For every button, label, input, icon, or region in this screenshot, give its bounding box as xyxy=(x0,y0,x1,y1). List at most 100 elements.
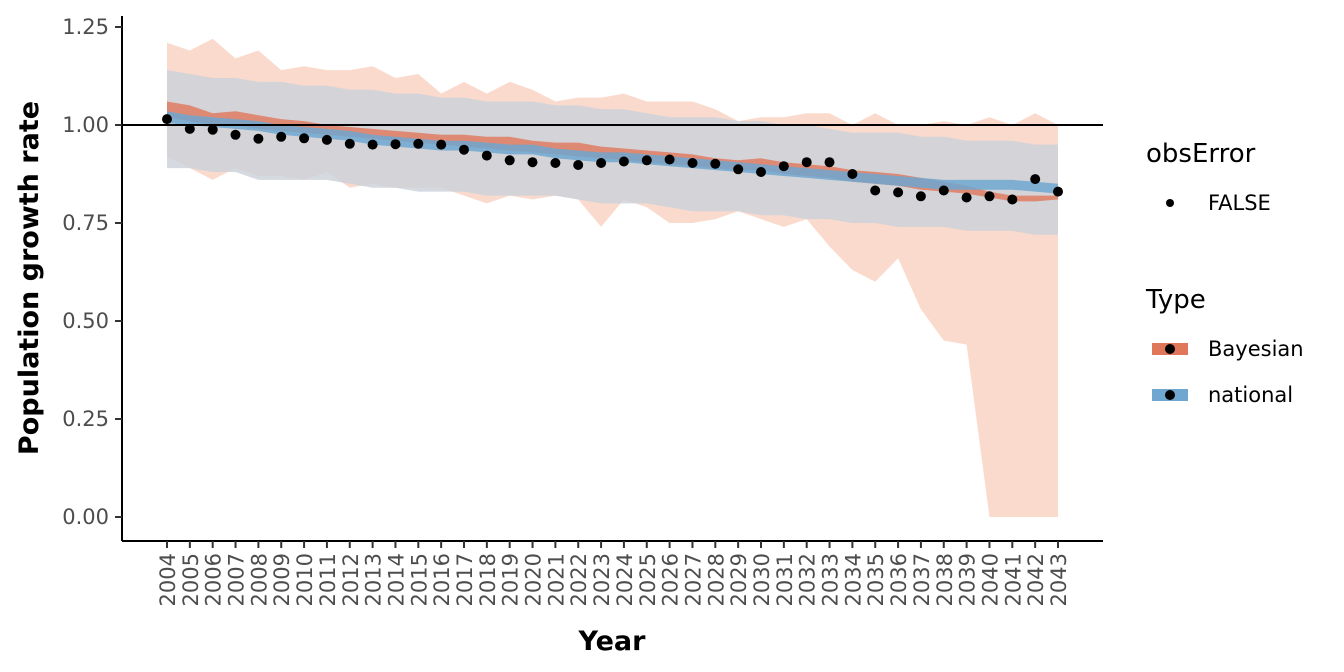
x-tick-label: 2021 xyxy=(544,553,568,606)
data-point xyxy=(321,134,332,145)
x-tick-label: 2040 xyxy=(979,553,1003,606)
data-point xyxy=(230,129,241,140)
data-point xyxy=(1007,194,1018,205)
data-point xyxy=(413,138,424,149)
x-tick-label: 2013 xyxy=(362,553,386,606)
data-point xyxy=(847,169,858,179)
data-point xyxy=(664,154,675,165)
x-tick-label: 2041 xyxy=(1001,553,1025,606)
data-point xyxy=(824,157,835,168)
x-tick-label: 2025 xyxy=(636,553,660,606)
x-tick-label: 2043 xyxy=(1047,553,1071,606)
x-tick-label: 2029 xyxy=(727,553,751,606)
data-point xyxy=(1030,174,1041,185)
data-point xyxy=(481,150,492,161)
data-point xyxy=(710,158,721,169)
x-tick-label: 2016 xyxy=(430,553,454,606)
data-point xyxy=(1053,186,1063,197)
x-tick-label: 2034 xyxy=(841,553,865,606)
x-tick-label: 2004 xyxy=(156,553,180,606)
data-point xyxy=(550,158,561,168)
data-point xyxy=(184,123,195,134)
x-axis-title: Year xyxy=(578,626,647,657)
national-inner-band xyxy=(167,111,1058,194)
data-point xyxy=(778,161,789,172)
y-tick-label: 0.25 xyxy=(62,407,109,431)
x-tick-label: 2015 xyxy=(407,553,431,606)
x-tick-label: 2023 xyxy=(590,553,614,606)
x-tick-label: 2024 xyxy=(613,553,637,606)
x-tick-label: 2008 xyxy=(247,553,271,606)
x-tick-label: 2011 xyxy=(316,553,340,606)
x-tick-label: 2037 xyxy=(910,553,934,606)
y-axis-title: Population growth rate xyxy=(14,101,45,455)
data-point xyxy=(618,156,629,167)
data-point xyxy=(915,191,926,202)
data-point xyxy=(207,124,218,135)
data-point xyxy=(961,192,972,203)
x-tick-label: 2038 xyxy=(933,553,957,606)
data-point xyxy=(984,191,995,202)
x-tick-label: 2027 xyxy=(682,553,706,606)
legend-label-false: FALSE xyxy=(1208,191,1271,215)
x-tick-label: 2020 xyxy=(522,553,546,606)
data-point xyxy=(801,157,812,168)
data-point xyxy=(390,139,401,150)
x-tick-label: 2036 xyxy=(887,553,911,606)
data-point xyxy=(756,167,766,177)
data-point xyxy=(276,131,287,142)
x-tick-label: 2022 xyxy=(567,553,591,606)
legend-label-national: national xyxy=(1208,383,1293,407)
data-point xyxy=(253,133,264,144)
y-tick-label: 1.25 xyxy=(62,15,109,39)
y-tick-label: 0.50 xyxy=(62,309,109,333)
axes xyxy=(121,16,1103,542)
data-point xyxy=(459,144,469,155)
x-tick-label: 2028 xyxy=(704,553,728,606)
plot-area xyxy=(122,38,1103,518)
legend-key-false-point xyxy=(1166,199,1174,207)
data-point xyxy=(162,114,172,125)
data-point xyxy=(596,158,607,168)
y-ticks: 0.00 0.25 0.50 0.75 1.00 1.25 xyxy=(62,15,122,529)
data-point xyxy=(641,155,652,166)
legend-label-bayesian: Bayesian xyxy=(1208,337,1304,361)
x-tick-label: 2012 xyxy=(339,553,363,606)
data-point xyxy=(733,164,744,175)
x-tick-label: 2039 xyxy=(956,553,980,606)
y-tick-label: 0.75 xyxy=(62,211,109,235)
x-tick-label: 2032 xyxy=(796,553,820,606)
data-point xyxy=(527,157,538,168)
x-tick-label: 2031 xyxy=(773,553,797,606)
x-tick-label: 2010 xyxy=(293,553,317,606)
x-tick-label: 2005 xyxy=(179,553,203,606)
x-tick-label: 2019 xyxy=(499,553,523,606)
data-point xyxy=(870,185,881,196)
x-tick-label: 2030 xyxy=(750,553,774,606)
x-tick-label: 2018 xyxy=(476,553,500,606)
data-point xyxy=(436,139,447,150)
x-tick-label: 2017 xyxy=(453,553,477,606)
x-tick-label: 2033 xyxy=(819,553,843,606)
x-tick-label: 2006 xyxy=(202,553,226,606)
data-point xyxy=(504,155,515,166)
x-tick-label: 2026 xyxy=(659,553,683,606)
legend: obsError FALSE Type Bayesian national xyxy=(1145,139,1304,407)
x-tick-label: 2007 xyxy=(225,553,249,606)
legend-title-type: Type xyxy=(1145,285,1206,315)
legend-key-bayesian-point xyxy=(1165,344,1175,354)
y-tick-label: 1.00 xyxy=(62,113,109,137)
data-point xyxy=(299,133,310,144)
data-point xyxy=(687,158,698,168)
legend-key-national-point xyxy=(1165,390,1175,400)
x-tick-label: 2009 xyxy=(270,553,294,606)
y-tick-label: 0.00 xyxy=(62,505,109,529)
data-point xyxy=(893,187,904,198)
data-point xyxy=(367,139,378,150)
x-tick-label: 2042 xyxy=(1024,553,1048,606)
data-point xyxy=(938,185,949,196)
x-ticks: 2004200520062007200820092010201120122013… xyxy=(156,541,1071,606)
legend-title-obserror: obsError xyxy=(1146,139,1256,169)
data-point xyxy=(573,160,584,170)
